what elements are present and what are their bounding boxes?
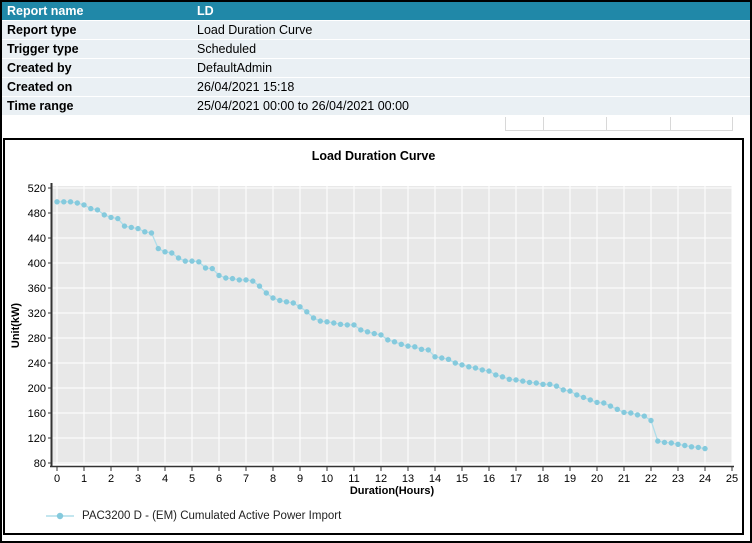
table-row-report-type: Report type Load Duration Curve (2, 21, 750, 40)
x-tick-label: 11 (348, 473, 359, 485)
x-tick-label: 22 (645, 473, 657, 485)
chart-panel: 520 480 440 400 360 320 280 240 200 160 120 80 0 1 2 3 4… (3, 138, 744, 535)
tick-marks (48, 187, 733, 471)
x-tick-label: 17 (510, 473, 522, 485)
table-row-time-range: Time range 25/04/2021 00:00 to 26/04/202… (2, 97, 750, 116)
row-value: Load Duration Curve (197, 23, 313, 37)
y-tick-label: 360 (28, 283, 46, 295)
x-tick-label: 0 (54, 473, 60, 485)
empty-grid-row (2, 117, 750, 132)
gridlines (52, 186, 733, 464)
y-tick-label: 400 (28, 258, 46, 270)
row-value: 25/04/2021 00:00 to 26/04/2021 00:00 (197, 99, 409, 113)
empty-grid-cell (670, 117, 733, 131)
y-tick-label: 480 (28, 208, 46, 220)
row-value: Scheduled (197, 42, 257, 56)
x-tick-label: 16 (483, 473, 495, 485)
legend-series-label: PAC3200 D - (EM) Cumulated Active Power … (82, 510, 342, 522)
y-tick-label: 120 (28, 433, 46, 445)
plot-background (52, 186, 732, 464)
y-tick-label: 200 (28, 383, 46, 395)
x-tick-label: 23 (672, 473, 684, 485)
x-tick-label: 21 (618, 473, 630, 485)
row-label: Trigger type (7, 42, 79, 56)
x-tick-label: 5 (189, 473, 195, 485)
chart-legend: PAC3200 D - (EM) Cumulated Active Power … (45, 508, 341, 524)
row-label: Report type (7, 23, 77, 37)
x-tick-label: 13 (402, 473, 414, 485)
x-tick-label: 19 (564, 473, 576, 485)
x-tick-label: 10 (321, 473, 333, 485)
y-tick-label: 240 (28, 358, 46, 370)
x-tick-label: 12 (375, 473, 387, 485)
row-value: LD (197, 4, 214, 18)
x-axis-label: Duration(Hours) (349, 485, 435, 497)
empty-grid-cell (543, 117, 606, 131)
row-value: 26/04/2021 15:18 (197, 80, 295, 94)
x-tick-label: 15 (456, 473, 468, 485)
x-tick-label: 3 (135, 473, 141, 485)
x-tick-label: 2 (108, 473, 114, 485)
x-tick-label: 14 (429, 473, 441, 485)
x-tick-label: 25 (726, 473, 738, 485)
row-label: Report name (7, 4, 84, 18)
y-tick-label: 160 (28, 408, 46, 420)
row-value: DefaultAdmin (197, 61, 273, 75)
x-tick-label: 6 (216, 473, 222, 485)
y-tick-label: 320 (28, 308, 46, 320)
y-tick-label: 440 (28, 233, 46, 245)
x-tick-label: 4 (162, 473, 168, 485)
x-tick-label: 18 (537, 473, 549, 485)
x-tick-label: 20 (591, 473, 603, 485)
series-points (54, 199, 708, 452)
y-tick-label: 520 (28, 183, 46, 195)
table-row-created-by: Created by DefaultAdmin (2, 59, 750, 78)
empty-grid-cell (606, 117, 670, 131)
empty-grid-cell (505, 117, 543, 131)
x-tick-label: 1 (81, 473, 87, 485)
legend-marker-icon (46, 512, 74, 520)
x-tick-label: 9 (297, 473, 303, 485)
y-tick-label: 280 (28, 333, 46, 345)
x-tick-label: 8 (270, 473, 276, 485)
table-row-trigger-type: Trigger type Scheduled (2, 40, 750, 59)
chart-title: Load Duration Curve (311, 149, 436, 163)
x-tick-label: 7 (243, 473, 249, 485)
x-tick-label: 24 (699, 473, 711, 485)
table-row-created-on: Created on 26/04/2021 15:18 (2, 78, 750, 97)
axes (50, 183, 734, 468)
row-label: Time range (7, 99, 74, 113)
table-row-report-name: Report name LD (2, 2, 750, 21)
report-metadata-table: Report name LD Report type Load Duration… (2, 2, 750, 116)
row-label: Created on (7, 80, 73, 94)
y-axis-label: Unit(kW) (10, 303, 22, 349)
svg-text:Unit(kW): Unit(kW) (10, 303, 22, 349)
y-tick-label: 80 (34, 458, 46, 470)
row-label: Created by (7, 61, 72, 75)
